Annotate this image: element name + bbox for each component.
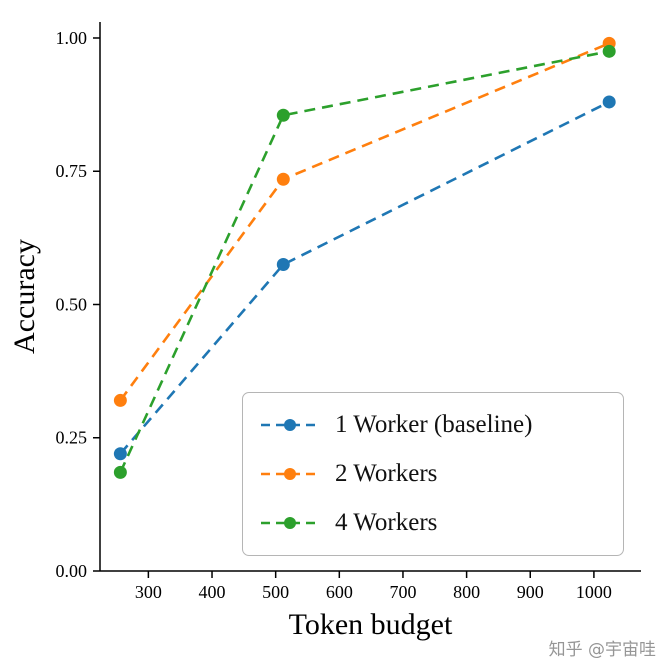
x-tick-label: 800 xyxy=(453,582,480,602)
x-tick-label: 600 xyxy=(326,582,353,602)
legend-label: 4 Workers xyxy=(335,509,438,536)
y-tick-label: 1.00 xyxy=(56,28,88,48)
y-tick-label: 0.75 xyxy=(56,161,88,181)
legend-line-sample xyxy=(261,517,319,529)
legend-label: 2 Workers xyxy=(335,460,438,487)
x-axis-label: Token budget xyxy=(289,608,453,641)
legend-line-sample xyxy=(261,419,319,431)
y-axis-label: Accuracy xyxy=(8,239,41,354)
legend-entry-2-workers: 2 Workers xyxy=(259,454,607,494)
data-point xyxy=(602,95,616,109)
x-tick-label: 900 xyxy=(517,582,544,602)
data-point xyxy=(602,44,616,58)
legend-entry-1-worker-baseline: 1 Worker (baseline) xyxy=(259,405,607,445)
data-point xyxy=(113,465,127,479)
y-tick-label: 0.50 xyxy=(56,294,88,314)
series-2-workers xyxy=(113,36,616,407)
legend-label: 1 Worker (baseline) xyxy=(335,411,533,438)
x-axis: 300 400 500 600 700 800 900 1000 xyxy=(135,571,612,602)
y-tick-label: 0.00 xyxy=(56,561,88,581)
series-4-workers xyxy=(113,44,616,479)
data-point xyxy=(276,172,290,186)
legend-line-sample xyxy=(261,468,319,480)
x-tick-label: 700 xyxy=(389,582,416,602)
data-point xyxy=(276,108,290,122)
data-point xyxy=(113,393,127,407)
x-tick-label: 1000 xyxy=(576,582,612,602)
data-point xyxy=(276,258,290,272)
data-point xyxy=(113,447,127,461)
x-tick-label: 500 xyxy=(262,582,289,602)
watermark: 知乎 @宇宙哇 xyxy=(548,640,656,660)
x-tick-label: 400 xyxy=(199,582,226,602)
legend: 1 Worker (baseline) 2 Workers 4 Workers xyxy=(242,392,624,556)
y-tick-label: 0.25 xyxy=(56,428,88,448)
axes-spines xyxy=(99,22,641,572)
y-axis: 0.00 0.25 0.50 0.75 1.00 xyxy=(56,28,100,581)
x-tick-label: 300 xyxy=(135,582,162,602)
legend-entry-4-workers: 4 Workers xyxy=(259,503,607,543)
series-1-worker-baseline xyxy=(113,95,616,461)
